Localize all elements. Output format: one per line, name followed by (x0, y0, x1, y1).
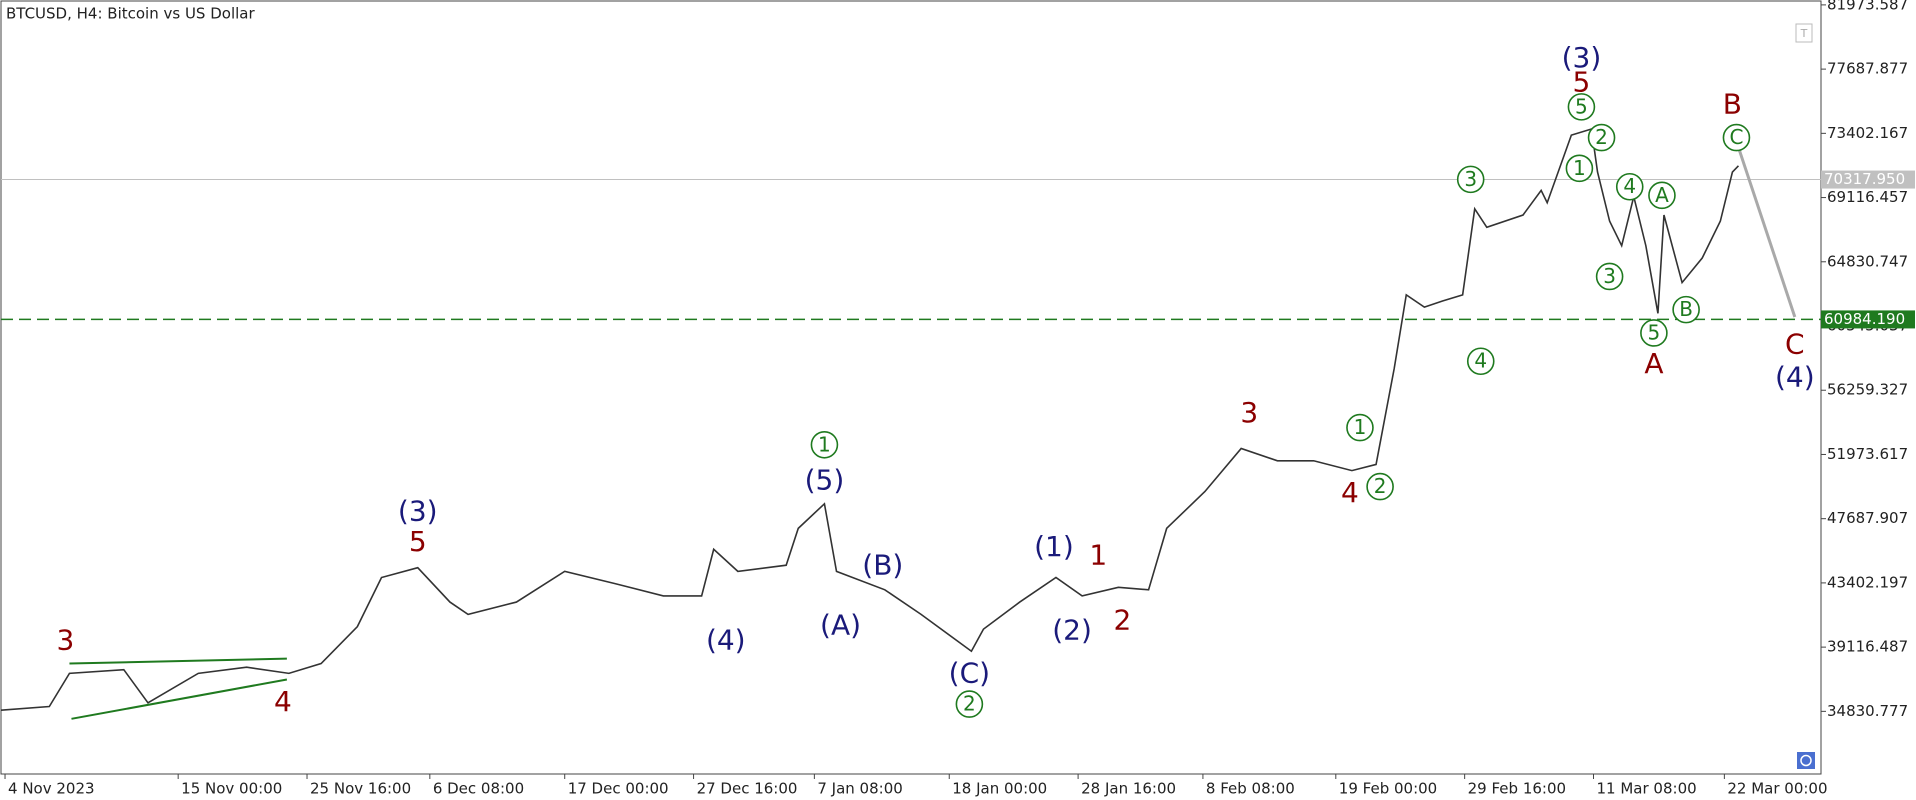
wave-label: (A) (820, 609, 861, 642)
x-tick-label: 22 Mar 00:00 (1727, 780, 1827, 798)
wave-label: C (1785, 327, 1805, 360)
wave-circle (1595, 262, 1624, 291)
wave-circle (1466, 347, 1495, 376)
wave-label: 1 (1089, 539, 1107, 572)
price-level-label: 70317.950 (1824, 170, 1905, 188)
trend-line (69, 657, 287, 665)
chart-title: BTCUSD, H4: Bitcoin vs US Dollar (6, 5, 255, 23)
wave-label: (4) (706, 623, 746, 656)
wave-label: 1 (1354, 415, 1367, 439)
wave-circle (1567, 93, 1596, 121)
x-tick-label: 15 Nov 00:00 (181, 780, 282, 798)
wave-label: 4 (274, 685, 292, 718)
y-tick-label: 51973.617 (1827, 445, 1908, 463)
wave-circle (1640, 319, 1668, 347)
wave-label: 5 (1648, 320, 1661, 344)
trend-line (1737, 146, 1797, 318)
wave-label: 4 (1623, 174, 1636, 198)
wave-circle (1648, 181, 1676, 210)
y-tick-label: 77687.877 (1827, 60, 1908, 78)
wave-label: 4 (1474, 349, 1487, 373)
y-tick-label: 81973.587 (1827, 0, 1908, 13)
x-tick-label: 4 Nov 2023 (8, 780, 95, 798)
wave-label: (B) (862, 548, 903, 581)
wave-label: C (1729, 125, 1743, 149)
y-tick-label: 73402.167 (1827, 124, 1908, 142)
wave-label: 2 (1595, 125, 1608, 149)
wave-label: 3 (1240, 396, 1258, 429)
x-tick-label: 27 Dec 16:00 (697, 780, 798, 798)
corner-icon-glyph (1800, 754, 1812, 767)
wave-label: (2) (1052, 614, 1092, 647)
y-tick-label: 43402.197 (1827, 573, 1908, 591)
x-tick-label: 6 Dec 08:00 (433, 780, 524, 798)
x-tick-label: 19 Feb 00:00 (1339, 780, 1437, 798)
wave-label: 3 (57, 623, 75, 656)
wave-label: (3) (1562, 41, 1602, 74)
wave-label: 2 (1113, 604, 1131, 637)
wave-label: 1 (1573, 156, 1586, 180)
wave-circle (1456, 165, 1485, 194)
price-level-tag (1821, 170, 1915, 189)
trade-icon-glyph: T (1800, 27, 1808, 40)
wave-label: 5 (1575, 94, 1588, 118)
wave-circle (1565, 154, 1594, 183)
y-tick-label: 47687.907 (1827, 509, 1908, 527)
x-tick-label: 17 Dec 00:00 (568, 780, 669, 798)
wave-label: (5) (805, 464, 845, 497)
wave-label: 1 (818, 432, 831, 456)
x-tick-label: 8 Feb 08:00 (1206, 780, 1295, 798)
wave-label: A (1655, 183, 1669, 207)
y-tick-label: 69116.457 (1827, 188, 1908, 206)
y-tick-label: 34830.777 (1827, 702, 1908, 720)
wave-label: 3 (1464, 167, 1477, 191)
wave-circle (1366, 472, 1394, 501)
corner-icon[interactable] (1797, 752, 1815, 769)
x-tick-label: 29 Feb 16:00 (1468, 780, 1566, 798)
plot-frame (0, 0, 1822, 775)
trade-icon[interactable] (1795, 23, 1813, 43)
wave-label: (C) (949, 657, 990, 690)
wave-label: 5 (1573, 66, 1591, 99)
price-level-label: 60984.190 (1824, 310, 1905, 328)
x-tick-label: 25 Nov 16:00 (310, 780, 411, 798)
price-level-tag (1821, 310, 1915, 329)
wave-label: (4) (1775, 360, 1815, 393)
y-tick-label: 56259.327 (1827, 381, 1908, 399)
wave-circle (1346, 413, 1374, 442)
wave-circle (1587, 123, 1616, 152)
wave-label: A (1644, 347, 1663, 380)
wave-label: (1) (1034, 530, 1074, 563)
wave-circle (1615, 172, 1644, 201)
x-tick-label: 18 Jan 00:00 (952, 780, 1047, 798)
y-tick-label: 39116.487 (1827, 638, 1908, 656)
wave-label: 5 (409, 525, 427, 558)
trend-line (71, 678, 288, 720)
wave-circle (1672, 295, 1700, 324)
wave-circle (810, 430, 839, 459)
wave-label: 3 (1603, 264, 1616, 288)
wave-label: 4 (1341, 476, 1359, 509)
wave-circle (955, 690, 984, 718)
wave-label: 2 (1374, 474, 1387, 498)
wave-circle (1722, 123, 1751, 152)
wave-label: B (1723, 88, 1742, 121)
y-tick-label: 64830.747 (1827, 252, 1908, 270)
x-tick-label: 28 Jan 16:00 (1081, 780, 1176, 798)
wave-label: B (1679, 297, 1693, 321)
price-line (0, 127, 1740, 712)
x-tick-label: 11 Mar 08:00 (1597, 780, 1697, 798)
x-tick-label: 7 Jan 08:00 (817, 780, 902, 798)
wave-label: (3) (398, 494, 438, 527)
wave-label: 2 (963, 692, 976, 716)
